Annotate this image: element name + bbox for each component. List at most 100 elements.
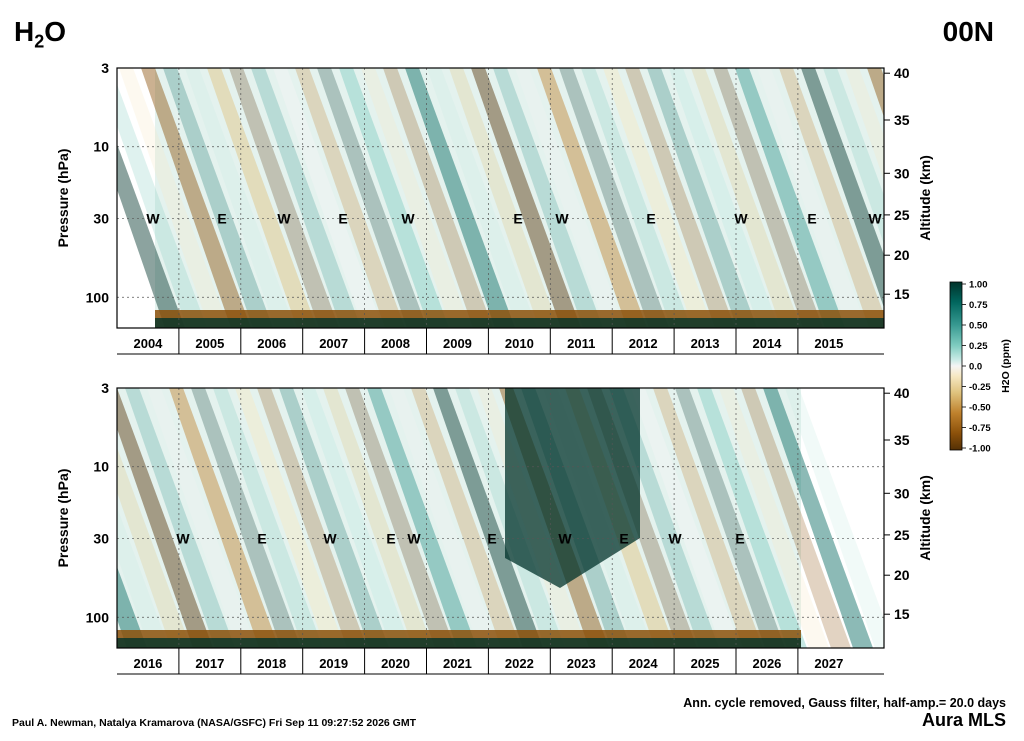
- anomaly-band: [235, 388, 345, 648]
- altitude-tick-label: 30: [894, 165, 910, 181]
- anomaly-band: [763, 388, 873, 648]
- year-tick-label: 2005: [195, 336, 224, 351]
- anomaly-band: [653, 388, 763, 648]
- anomaly-band: [559, 68, 669, 328]
- anomaly-band: [273, 68, 383, 328]
- top-grid: [117, 67, 884, 328]
- anomaly-band: [383, 68, 493, 328]
- qbo-phase-label: E: [807, 211, 816, 227]
- year-tick-label: 2020: [381, 656, 410, 671]
- bottom-ylabel: Pressure (hPa): [55, 469, 71, 568]
- bottom-pressure-axis: 3 10 30 100: [86, 380, 110, 625]
- qbo-phase-label: E: [619, 531, 628, 547]
- pressure-tick-label: 3: [101, 380, 109, 396]
- anomaly-band: [471, 68, 581, 328]
- anomaly-band: [625, 68, 735, 328]
- colorbar-tick-label: -0.25: [969, 382, 991, 393]
- qbo-phase-label: E: [513, 211, 522, 227]
- year-tick-label: 2011: [567, 336, 595, 351]
- anomaly-band: [117, 507, 169, 648]
- anomaly-band: [433, 388, 543, 648]
- anomaly-band: [191, 388, 301, 648]
- top-plot-frame: [116, 67, 885, 329]
- colorbar-tick-label: 0.25: [969, 341, 988, 352]
- anomaly-band: [785, 388, 884, 648]
- pressure-tick-label: 100: [86, 289, 110, 305]
- anomaly-band: [697, 388, 807, 648]
- bottom-y2label: Altitude (km): [917, 475, 933, 561]
- qbo-phase-label: E: [386, 531, 395, 547]
- bottom-plot-frame: [116, 387, 885, 649]
- anomaly-band: [279, 388, 389, 648]
- colorbar-label: H2O (ppm): [1000, 339, 1012, 393]
- top-heatmap-field: [117, 68, 884, 328]
- year-tick-label: 2025: [691, 656, 720, 671]
- qbo-phase-label: E: [646, 211, 655, 227]
- processing-note: Ann. cycle removed, Gauss filter, half-a…: [683, 696, 1006, 710]
- year-tick-label: 2009: [443, 336, 472, 351]
- colorbar-tick-label: -0.50: [969, 403, 991, 414]
- anomaly-band: [581, 68, 691, 328]
- anomaly-band: [163, 68, 273, 328]
- anomaly-band: [301, 388, 411, 648]
- altitude-tick-label: 35: [894, 432, 910, 448]
- colorbar-tick-label: -1.00: [969, 444, 991, 455]
- colorbar-tick-label: -0.75: [969, 423, 991, 434]
- altitude-tick-label: 25: [894, 207, 910, 223]
- altitude-tick-label: 25: [894, 527, 910, 543]
- qbo-phase-label: W: [401, 211, 415, 227]
- year-tick-label: 2006: [257, 336, 286, 351]
- altitude-tick-label: 30: [894, 485, 910, 501]
- qbo-phase-label: W: [868, 211, 882, 227]
- colorbar-tick-label: 0.75: [969, 300, 988, 311]
- anomaly-band: [515, 68, 625, 328]
- qbo-phase-label: W: [668, 531, 682, 547]
- anomaly-band: [669, 68, 779, 328]
- top-year-axis: 2004 2005 2006 2007 2008 2009 2010 2011 2012 2013…: [117, 328, 884, 355]
- anomaly-band: [117, 84, 207, 328]
- anomaly-band: [207, 68, 317, 328]
- anomaly-band: [735, 68, 845, 328]
- year-tick-label: 2007: [319, 336, 348, 351]
- instrument-label: Aura MLS: [921, 710, 1006, 730]
- anomaly-band: [713, 68, 823, 328]
- anomaly-band: [675, 388, 785, 648]
- qbo-phase-label: W: [176, 531, 190, 547]
- year-tick-label: 2027: [814, 656, 843, 671]
- anomaly-band: [823, 68, 884, 245]
- year-tick-label: 2019: [319, 656, 348, 671]
- year-tick-label: 2015: [814, 336, 843, 351]
- credit-line: Paul A. Newman, Natalya Kramarova (NASA/…: [12, 717, 417, 729]
- colorbar-tick-label: 0.0: [969, 362, 982, 373]
- anomaly-band: [295, 68, 405, 328]
- anomaly-band: [845, 68, 884, 181]
- anomaly-band: [411, 388, 521, 648]
- anomaly-band: [867, 68, 884, 118]
- anomaly-band: [117, 388, 213, 648]
- top-ylabel: Pressure (hPa): [55, 149, 71, 248]
- anomaly-band: [757, 68, 867, 328]
- anomaly-band: [493, 68, 603, 328]
- anomaly-band: [389, 388, 499, 648]
- anomaly-band: [339, 68, 449, 328]
- year-tick-label: 2013: [691, 336, 720, 351]
- qbo-phase-label: W: [323, 531, 337, 547]
- pressure-tick-label: 10: [93, 459, 109, 475]
- top-altitude-axis: 15 20 25 30 35 40: [884, 65, 910, 302]
- qbo-phase-label: E: [338, 211, 347, 227]
- colorbar-tick-label: 1.00: [969, 280, 988, 291]
- anomaly-band: [631, 388, 741, 648]
- anomaly-band: [323, 388, 433, 648]
- year-tick-label: 2021: [443, 656, 472, 671]
- year-tick-label: 2024: [629, 656, 659, 671]
- qbo-phase-label: W: [558, 531, 572, 547]
- year-tick-label: 2012: [629, 336, 658, 351]
- anomaly-band: [141, 68, 251, 328]
- colorbar-tick-label: 0.50: [969, 321, 988, 332]
- altitude-tick-label: 40: [894, 385, 910, 401]
- anomaly-band: [449, 68, 559, 328]
- year-tick-label: 2018: [257, 656, 286, 671]
- year-tick-label: 2010: [505, 336, 534, 351]
